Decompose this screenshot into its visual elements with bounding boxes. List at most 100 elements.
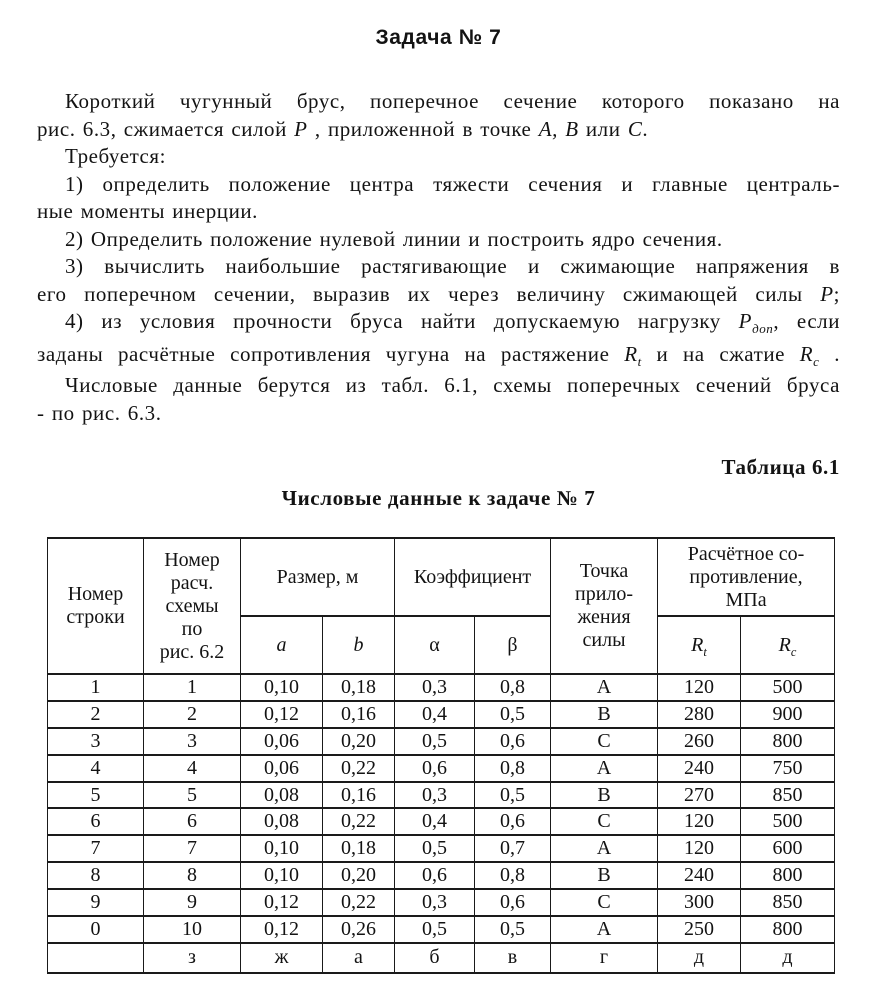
table-cell: 0,3 [394,780,475,810]
header-force-point: Точка прило-жения силы [550,537,659,675]
text-line: Короткий чугунный брус, поперечное сечен… [37,88,840,116]
table-cell: 270 [657,780,742,810]
letter-cell: ж [240,941,323,974]
problem-statement: Короткий чугунный брус, поперечное сечен… [37,88,840,427]
table-cell: C [550,726,659,756]
table-cell: 0,20 [322,861,395,891]
table-cell: 4 [143,753,241,783]
table-cell: 0,8 [473,753,552,783]
table-cell: 0,18 [322,834,395,864]
header-sub-label: α [394,615,475,675]
math-symbol: R [624,341,638,366]
table-cell: 240 [657,861,742,891]
table-cell: 0,06 [240,753,323,783]
letter-cell: з [143,941,241,974]
variable-symbol: a [276,633,287,656]
text-run: 3) вычислить наибольшие растягивающие и … [65,254,840,278]
table-cell: B [550,699,659,729]
table-cell: 800 [740,915,836,944]
table-row: 5 5 0,08 0,16 0,3 0,5 B 270 850 [47,780,836,810]
text-run: и на сжатие [641,341,800,366]
table-cell: 800 [740,726,836,756]
letter-cell: в [473,941,552,974]
table-row: 6 6 0,08 0,22 0,4 0,6 C 120 500 [47,807,836,837]
table-cell: 0,6 [473,807,552,837]
table-cell: 120 [657,807,742,837]
table-cell: 120 [657,673,742,702]
table-cell: 6 [143,807,241,837]
text-line: - по рис. 6.3. [37,400,840,428]
table-cell: A [550,834,659,864]
table-cell: A [550,915,659,944]
variable-symbol: β [507,633,518,656]
table-cell: 0,4 [394,807,475,837]
table-cell: 0,4 [394,699,475,729]
text-line: Требуется: [37,143,840,171]
table-cell: 0,26 [322,915,395,944]
header-coefficient-group: Коэффициент [393,537,552,617]
letter-cell: д [740,941,836,974]
table-row: 8 8 0,10 0,20 0,6 0,8 B 240 800 [47,861,836,891]
table-cell: 3 [47,726,144,756]
text-run: . [819,341,840,366]
table-cell: 0,22 [322,807,395,837]
table-cell: 280 [657,699,742,729]
table-cell: 0,22 [322,888,395,918]
letter-cell: д [657,941,742,974]
table-cell: 1 [47,673,144,702]
table-cell: 0,5 [394,726,475,756]
math-symbol: доп [752,321,774,337]
table-cell: 9 [47,888,144,918]
table-cell: 6 [47,807,144,837]
table-cell: 1 [143,673,241,702]
table-cell: 260 [657,726,742,756]
table-cell: 750 [740,753,836,783]
header-sub-label: β [473,615,552,675]
text-run: ; [833,281,840,306]
table-cell: 5 [143,780,241,810]
variable-symbol: α [429,633,440,656]
table-cell: 7 [143,834,241,864]
table-cell: C [550,807,659,837]
table-cell: 0,08 [240,780,323,810]
header-size-group: Размер, м [240,537,395,617]
table-cell: 0,16 [322,699,395,729]
table-cell: 250 [657,915,742,944]
table-cell: 120 [657,834,742,864]
text-run: Требуется: [65,144,167,168]
table-cell: 9 [143,888,241,918]
table-cell: 900 [740,699,836,729]
text-run: рис. 6.3, сжимается силой [37,116,295,141]
text-run: , если [773,309,841,333]
table-row: 2 2 0,12 0,16 0,4 0,5 B 280 900 [47,699,836,729]
table-cell: 0,16 [322,780,395,810]
letter-cell: г [550,941,659,974]
table-cell: 0,5 [473,915,552,944]
table-cell: 0,22 [322,753,395,783]
text-run: Короткий чугунный брус, поперечное сечен… [65,89,840,113]
text-line: Числовые данные берутся из табл. 6.1, сх… [37,372,840,400]
table-cell: 0,5 [394,915,475,944]
table-cell: 600 [740,834,836,864]
table-cell: 8 [47,861,144,891]
header-row-number: Номер строки [47,537,144,675]
text-run: или [578,116,628,141]
text-line: 1) определить положение центра тяжести с… [37,171,840,199]
table-cell: 0,08 [240,807,323,837]
table-cell: 0,3 [394,673,475,702]
table-cell: 0,18 [322,673,395,702]
table-row: 7 7 0,10 0,18 0,5 0,7 A 120 600 [47,834,836,864]
table-cell: 850 [740,888,836,918]
table-cell: A [550,673,659,702]
table-cell: 0,10 [240,834,323,864]
table-cell: 0,5 [473,699,552,729]
variable-symbol: Rt [691,633,707,659]
table-cell: 240 [657,753,742,783]
header-resistance-group: Расчётное со-противление, МПа [657,537,836,617]
table-cell: 500 [740,807,836,837]
header-sub-label: Rc [740,615,836,675]
table-cell: 0,10 [240,673,323,702]
table-cell: 0,7 [473,834,552,864]
text-run: 1) определить положение центра тяжести с… [65,171,840,196]
